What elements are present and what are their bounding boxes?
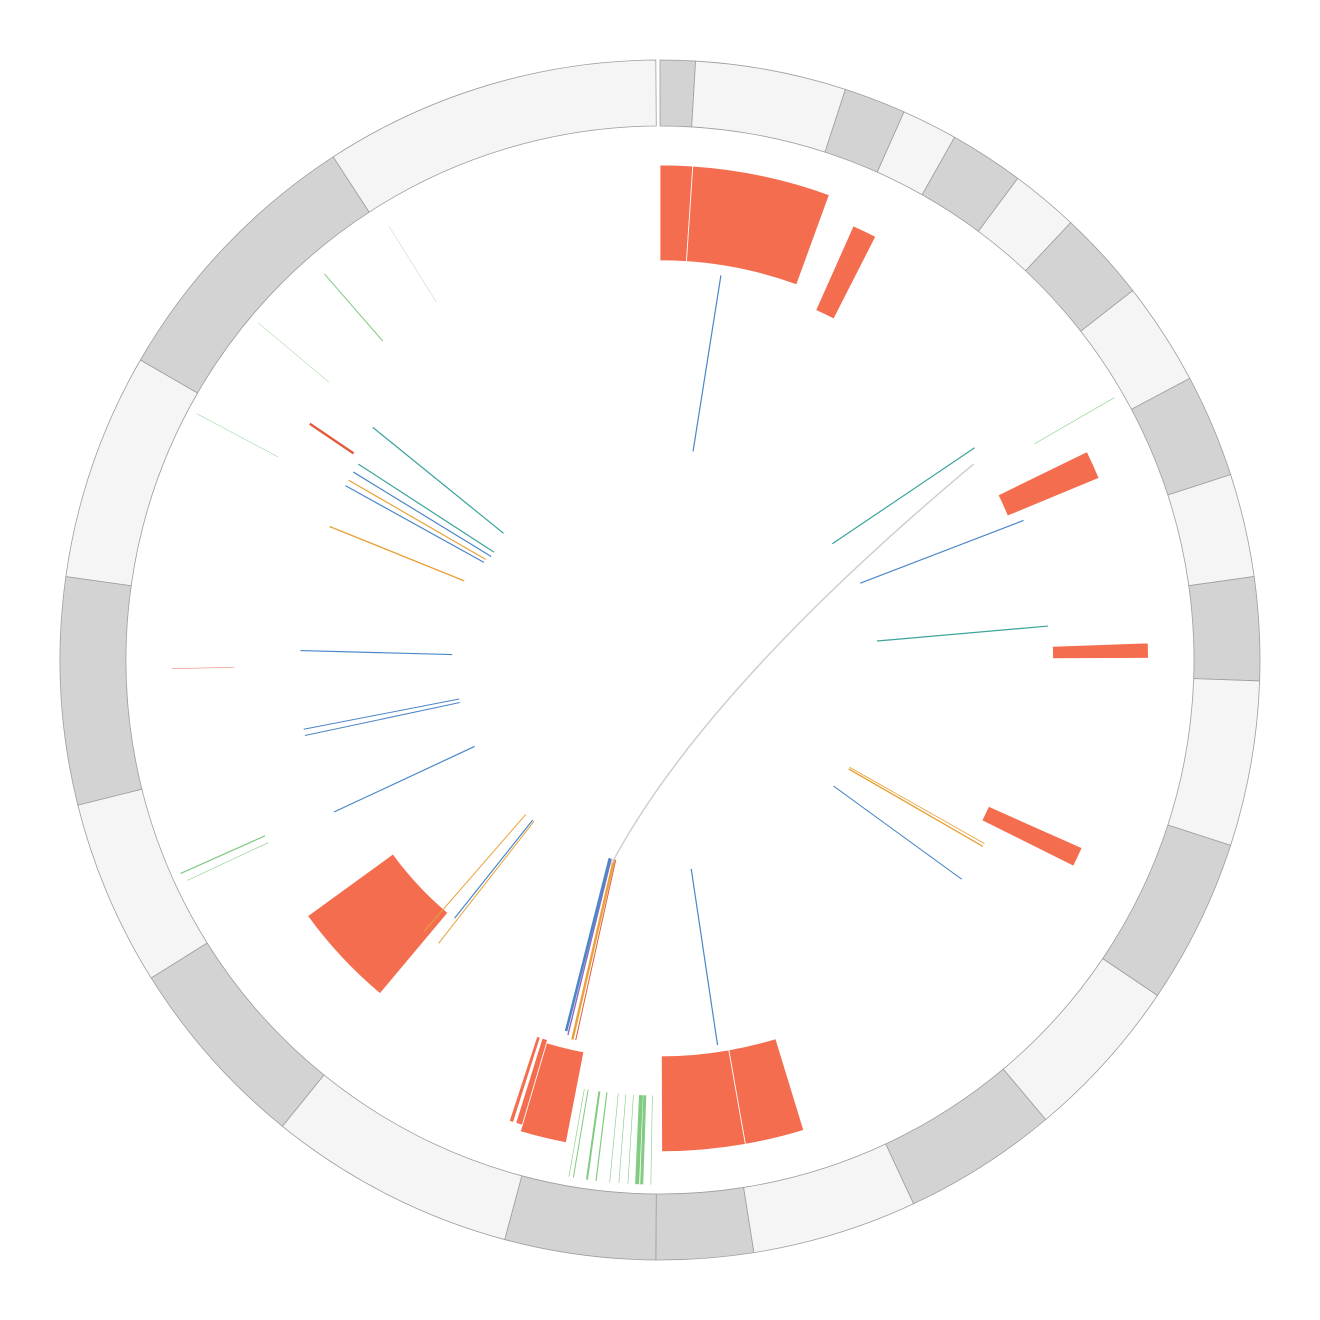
ideogram-ring <box>59 59 1261 1261</box>
ideogram-segment-19 <box>281 1074 523 1241</box>
radial-link-18 <box>303 698 460 730</box>
ideogram-segment-10 <box>1167 474 1255 587</box>
ideogram-segment-24 <box>139 156 370 394</box>
outer-tick-3 <box>187 842 269 881</box>
highlight-track <box>307 164 1149 1153</box>
ideogram-segment-13 <box>1102 824 1232 997</box>
radial-link-13 <box>438 820 535 944</box>
ideogram-segment-17 <box>655 1186 755 1261</box>
radial-link-8 <box>690 868 719 1046</box>
radial-link-11 <box>567 858 612 1036</box>
ideogram-segment-18 <box>504 1175 657 1261</box>
radial-link-2 <box>832 447 975 545</box>
radial-link-20 <box>329 525 465 582</box>
radial-link-23 <box>352 471 492 558</box>
radial-link-14 <box>423 814 527 932</box>
radial-link-7 <box>833 785 962 880</box>
radial-link-19 <box>300 649 453 656</box>
radial-link-9 <box>575 859 617 1041</box>
highlight-block-2 <box>686 165 830 286</box>
radial-link-22 <box>348 479 486 560</box>
outer-tick-14 <box>609 1093 619 1183</box>
radial-link-26 <box>309 422 355 455</box>
outer-tick-13 <box>618 1094 627 1184</box>
ideogram-segment-12 <box>1167 678 1261 846</box>
chord-link <box>610 463 974 866</box>
radial-link-17 <box>304 702 460 736</box>
radial-link-12 <box>564 858 612 1032</box>
outer-tick-11 <box>635 1095 643 1185</box>
radial-link-1 <box>692 275 722 452</box>
outer-tick-10 <box>640 1095 647 1185</box>
outer-tick-5 <box>257 322 329 383</box>
highlight-block-12 <box>307 853 449 995</box>
outer-tick-9 <box>650 1095 653 1185</box>
ideogram-segment-21 <box>77 788 208 979</box>
highlight-block-8 <box>660 1049 746 1153</box>
outer-tick-1 <box>1034 397 1115 445</box>
ideogram-segment-1 <box>659 59 697 128</box>
ideogram-segment-20 <box>150 942 325 1127</box>
radial-link-25 <box>372 426 504 534</box>
outer-tick-4 <box>196 413 279 458</box>
outer-tick-16 <box>585 1091 601 1180</box>
ideogram-segment-16 <box>743 1143 915 1254</box>
outer-tick-15 <box>595 1092 608 1181</box>
radial-link-16 <box>333 745 475 813</box>
outer-tick-track <box>171 226 1115 1185</box>
ideogram-segment-22 <box>59 576 143 806</box>
radial-link-3 <box>860 519 1024 584</box>
outer-tick-12 <box>627 1094 634 1184</box>
ideogram-segment-23 <box>65 359 199 587</box>
highlight-block-6 <box>981 805 1083 867</box>
outer-tick-2 <box>180 835 266 874</box>
ideogram-segment-11 <box>1188 576 1261 682</box>
highlight-block-5 <box>1052 642 1149 660</box>
radial-link-6 <box>849 766 985 844</box>
radial-link-24 <box>358 463 495 553</box>
highlight-block-3 <box>815 225 877 320</box>
radial-link-15 <box>454 819 534 919</box>
outer-tick-18 <box>568 1088 585 1177</box>
highlight-block-11 <box>508 1035 541 1123</box>
outer-tick-6 <box>324 273 384 342</box>
chord-link-track <box>610 463 974 866</box>
highlight-block-10 <box>515 1037 549 1126</box>
ideogram-segment-25 <box>332 59 657 213</box>
outer-tick-7 <box>388 226 437 302</box>
ideogram-segment-14 <box>1002 958 1158 1121</box>
ideogram-segment-2 <box>691 60 846 153</box>
radial-link-10 <box>571 859 616 1040</box>
radial-link-track <box>300 275 1048 1046</box>
radial-link-5 <box>848 768 984 848</box>
outer-tick-17 <box>572 1089 589 1178</box>
highlight-block-4 <box>997 451 1100 517</box>
radial-link-4 <box>876 625 1048 642</box>
outer-tick-8 <box>171 667 235 669</box>
radial-link-21 <box>345 485 485 563</box>
